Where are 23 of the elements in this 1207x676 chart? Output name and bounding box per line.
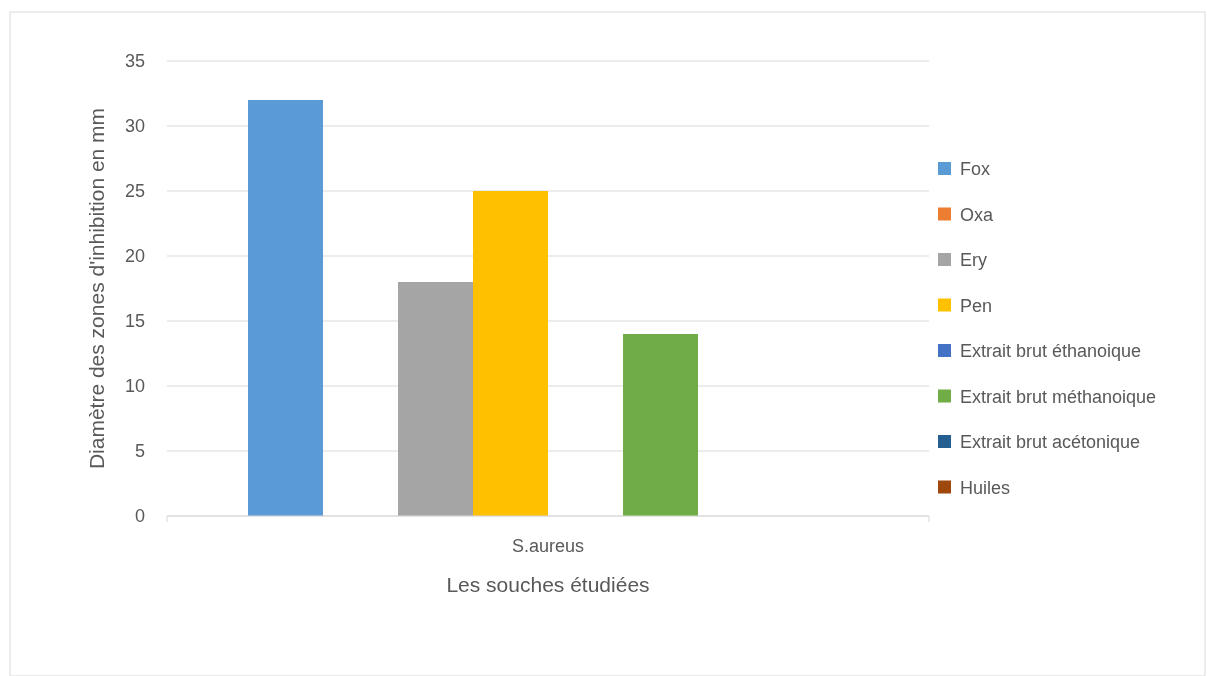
legend-label: Extrait brut acétonique bbox=[960, 432, 1141, 453]
y-axis-title: Diamètre des zones d'inhibition en mm bbox=[85, 107, 108, 470]
legend-label: Pen bbox=[960, 295, 993, 316]
y-tick-label: 5 bbox=[134, 441, 145, 462]
y-tick-label: 20 bbox=[124, 246, 145, 267]
x-tick-label: S.aureus bbox=[511, 536, 585, 556]
legend-label: Huiles bbox=[960, 477, 1011, 498]
bar bbox=[473, 191, 548, 516]
y-tick-label: 30 bbox=[124, 116, 145, 137]
y-tick-label: 35 bbox=[124, 51, 145, 72]
legend-label: Extrait brut éthanoique bbox=[960, 341, 1142, 362]
legend-label: Oxa bbox=[960, 204, 994, 225]
bar bbox=[248, 100, 323, 516]
y-tick-label: 0 bbox=[134, 506, 145, 527]
legend-label: Extrait brut méthanoique bbox=[960, 386, 1157, 407]
y-tick-label: 25 bbox=[124, 181, 145, 202]
y-tick-label: 15 bbox=[124, 311, 145, 332]
bar bbox=[623, 334, 698, 516]
bar bbox=[398, 282, 473, 516]
legend-label: Ery bbox=[960, 250, 987, 271]
x-axis-title: Les souches étudiées bbox=[446, 573, 650, 596]
y-tick-label: 10 bbox=[124, 376, 145, 397]
legend-label: Fox bbox=[960, 159, 991, 180]
